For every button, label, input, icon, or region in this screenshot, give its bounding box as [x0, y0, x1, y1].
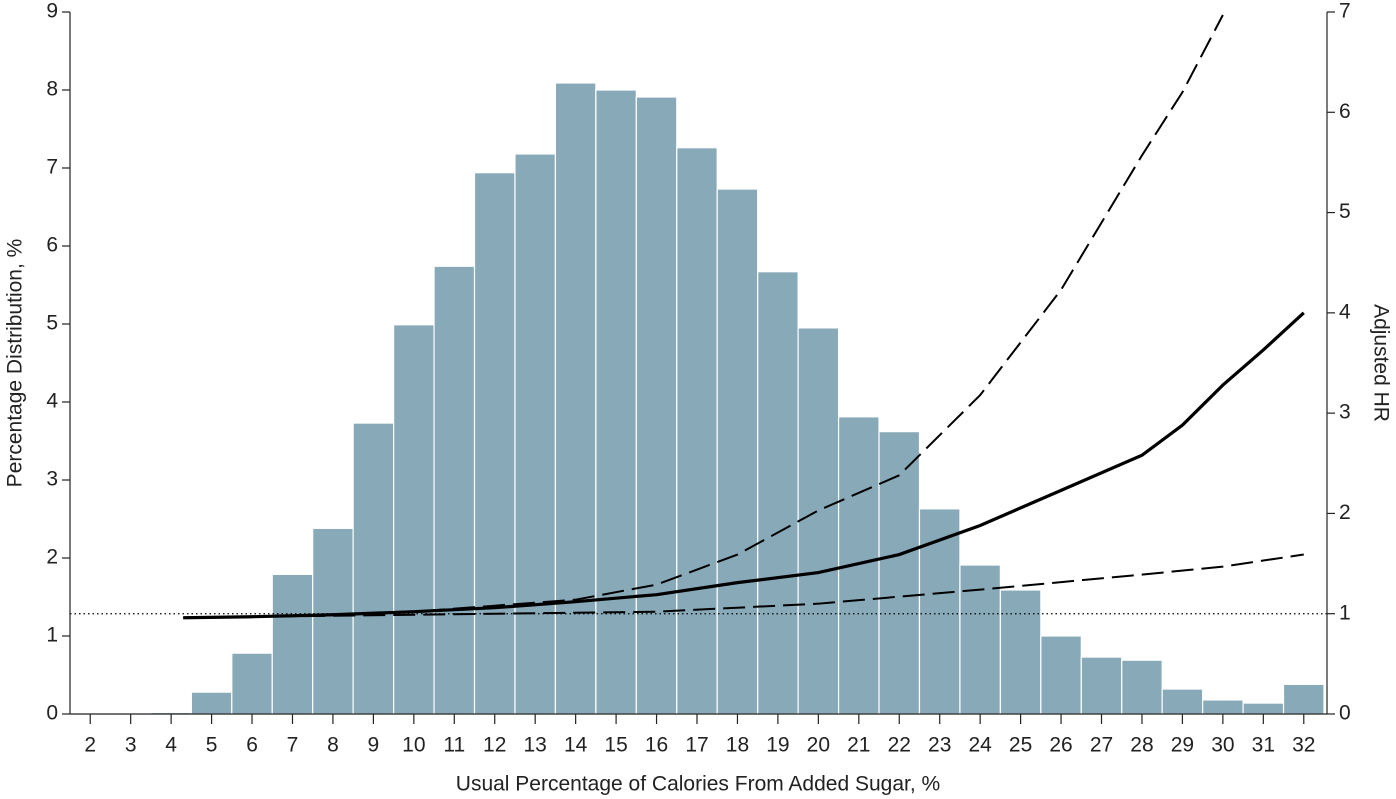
- x-tick-label: 15: [604, 734, 627, 757]
- y-tick-label: 7: [46, 156, 58, 179]
- bar: [190, 691, 233, 715]
- bar: [1242, 702, 1285, 715]
- x-tick-label: 19: [766, 734, 789, 757]
- bar: [595, 89, 637, 715]
- y-tick-label: 2: [46, 546, 58, 569]
- bar: [1040, 635, 1082, 715]
- bar: [352, 422, 395, 715]
- x-tick-label: 32: [1292, 734, 1315, 757]
- bar: [1161, 688, 1204, 715]
- bar: [393, 324, 435, 715]
- x-tick-label: 4: [165, 734, 177, 757]
- bar: [231, 652, 273, 715]
- bar: [1121, 659, 1163, 715]
- y2-tick-label: 3: [1339, 401, 1351, 424]
- x-tick-label: 9: [368, 734, 380, 757]
- bar: [514, 153, 557, 715]
- ci-line: [183, 14, 1224, 619]
- x-tick-label: 5: [206, 734, 218, 757]
- y2-axis-label: Adjusted HR: [1369, 304, 1392, 422]
- bar: [433, 265, 476, 715]
- y-tick-label: 3: [46, 468, 58, 491]
- x-tick-label: 14: [564, 734, 588, 757]
- x-tick-label: 8: [327, 734, 339, 757]
- x-tick-label: 20: [807, 734, 830, 757]
- y2-tick-label: 0: [1339, 702, 1351, 725]
- bar: [878, 431, 921, 715]
- x-tick-label: 2: [84, 734, 96, 757]
- bar: [1282, 683, 1325, 715]
- bar: [676, 147, 718, 715]
- x-tick-label: 22: [888, 734, 911, 757]
- bar: [271, 573, 314, 715]
- y2-tick-label: 4: [1339, 300, 1351, 323]
- y2-tick-label: 6: [1339, 100, 1351, 123]
- y-tick-label: 9: [46, 0, 58, 23]
- x-tick-label: 6: [246, 734, 258, 757]
- y2-tick-label: 2: [1339, 501, 1351, 524]
- bar: [554, 82, 597, 715]
- y2-tick-label: 7: [1339, 0, 1351, 23]
- x-tick-label: 29: [1171, 734, 1194, 757]
- x-tick-label: 21: [847, 734, 870, 757]
- y2-tick-label: 5: [1339, 200, 1351, 223]
- ci-line: [183, 553, 1304, 619]
- bar: [716, 188, 759, 715]
- bar: [757, 271, 799, 715]
- x-tick-label: 28: [1130, 734, 1153, 757]
- y-tick-label: 0: [46, 702, 58, 725]
- x-tick-label: 17: [685, 734, 708, 757]
- bar: [1080, 656, 1123, 715]
- x-tick-label: 7: [287, 734, 299, 757]
- bar: [635, 96, 678, 715]
- y-tick-label: 6: [46, 234, 58, 257]
- x-tick-label: 12: [483, 734, 506, 757]
- bar: [312, 527, 354, 715]
- x-tick-label: 16: [645, 734, 668, 757]
- y2-tick-label: 1: [1339, 601, 1351, 624]
- bar: [999, 589, 1042, 715]
- bar: [797, 327, 840, 715]
- y-tick-label: 8: [46, 78, 58, 101]
- y-axis-label: Percentage Distribution, %: [4, 239, 27, 488]
- x-tick-label: 31: [1252, 734, 1275, 757]
- x-tick-label: 30: [1211, 734, 1234, 757]
- bar: [473, 172, 516, 715]
- x-tick-label: 11: [443, 734, 465, 757]
- x-tick-label: 26: [1049, 734, 1072, 757]
- x-axis-label: Usual Percentage of Calories From Added …: [456, 773, 940, 796]
- x-tick-label: 25: [1009, 734, 1032, 757]
- x-tick-label: 3: [125, 734, 137, 757]
- x-tick-label: 18: [726, 734, 749, 757]
- x-tick-label: 27: [1090, 734, 1113, 757]
- y-tick-label: 1: [46, 624, 58, 647]
- y-tick-label: 4: [46, 390, 58, 413]
- hr-line: [183, 311, 1305, 620]
- y-tick-label: 5: [46, 312, 58, 335]
- x-tick-label: 10: [402, 734, 425, 757]
- bar: [1202, 699, 1244, 715]
- x-tick-label: 23: [928, 734, 951, 757]
- x-tick-label: 13: [524, 734, 547, 757]
- x-tick-label: 24: [968, 734, 992, 757]
